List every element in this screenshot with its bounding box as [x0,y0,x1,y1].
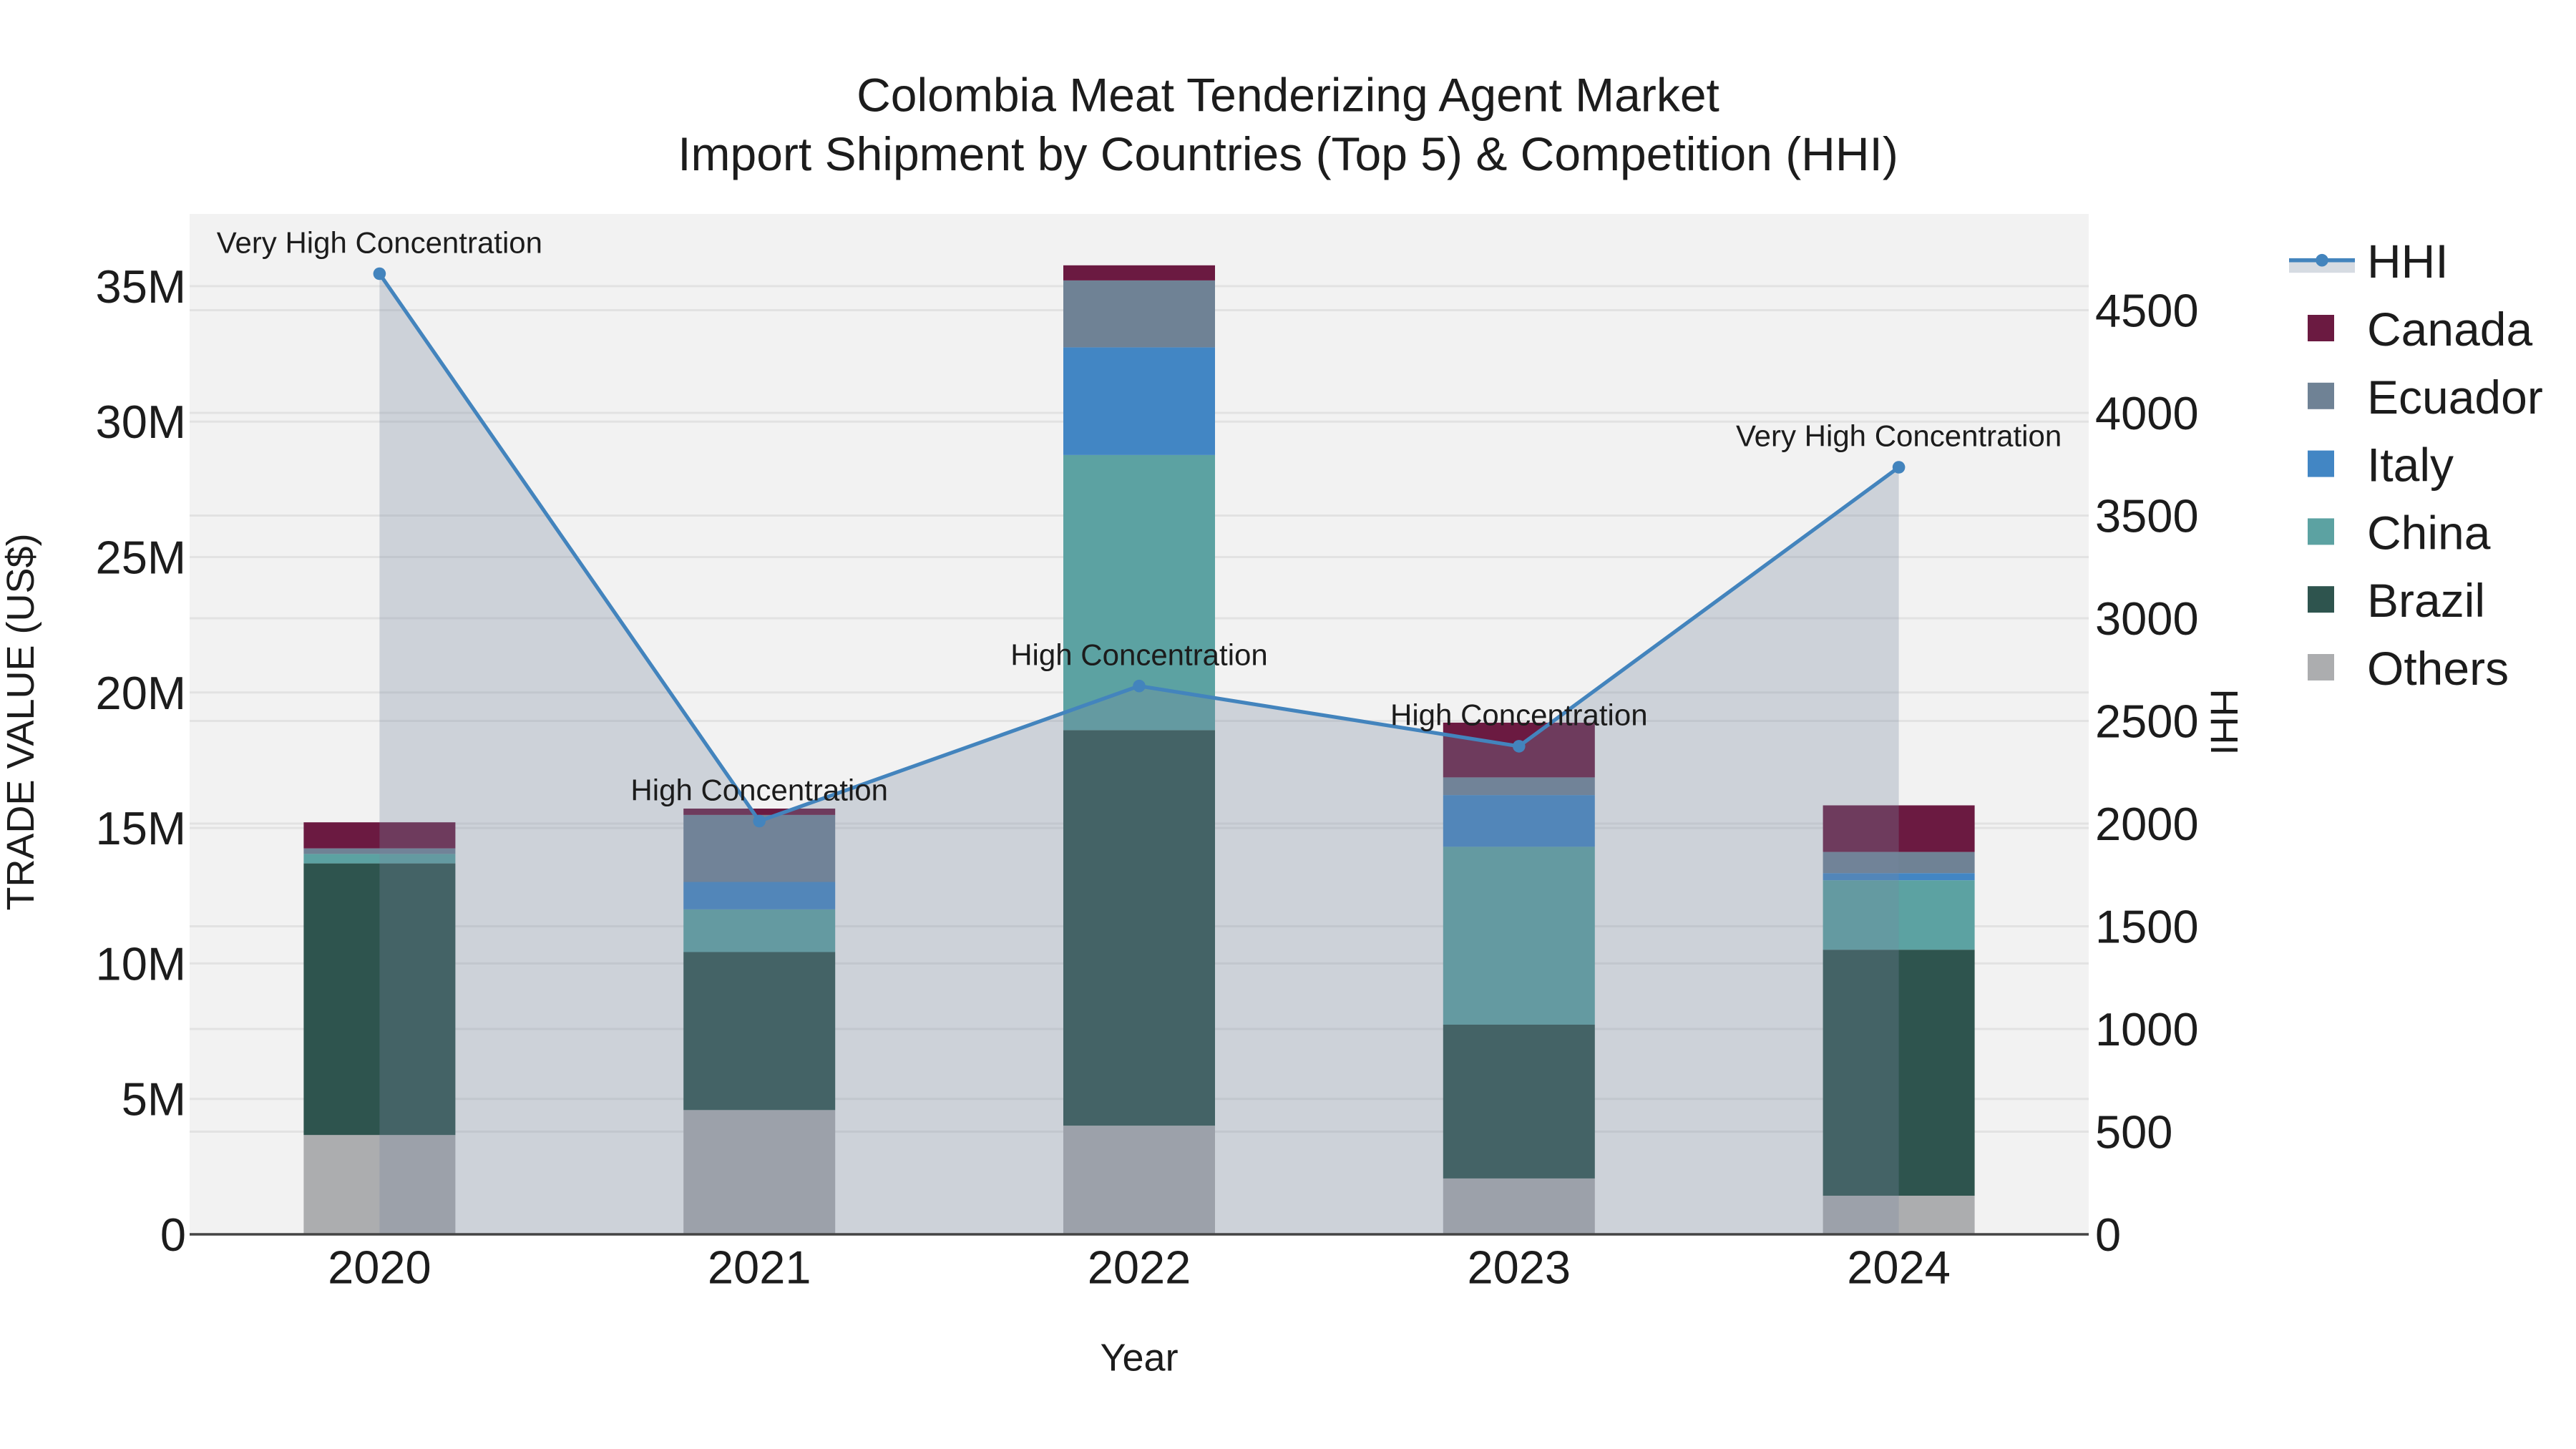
svg-text:2500: 2500 [2095,696,2199,748]
svg-text:High Concentration: High Concentration [1390,698,1648,732]
svg-text:Import Shipment by Countries (: Import Shipment by Countries (Top 5) & C… [678,127,1898,180]
svg-text:2020: 2020 [328,1241,431,1294]
svg-text:1500: 1500 [2095,901,2199,953]
svg-text:China: China [2367,506,2491,559]
svg-text:Colombia Meat Tenderizing Agen: Colombia Meat Tenderizing Agent Market [857,69,1719,122]
svg-text:500: 500 [2095,1106,2172,1158]
svg-text:30M: 30M [96,396,186,448]
svg-text:35M: 35M [96,260,186,313]
svg-text:25M: 25M [96,532,186,584]
svg-text:15M: 15M [96,802,186,854]
svg-text:3500: 3500 [2095,490,2199,542]
svg-text:High Concentration: High Concentration [630,774,888,807]
svg-text:2000: 2000 [2095,798,2199,850]
svg-text:20M: 20M [96,667,186,719]
svg-text:3000: 3000 [2095,592,2199,645]
svg-text:0: 0 [160,1209,186,1261]
svg-text:Others: Others [2367,642,2509,695]
svg-text:5M: 5M [122,1073,186,1126]
svg-text:2023: 2023 [1467,1241,1571,1294]
svg-text:10M: 10M [96,937,186,990]
svg-text:4000: 4000 [2095,387,2199,439]
svg-text:Very High Concentration: Very High Concentration [1736,419,2062,453]
svg-text:2021: 2021 [708,1241,811,1294]
svg-text:Canada: Canada [2367,303,2532,356]
svg-text:Year: Year [1100,1337,1178,1380]
svg-text:High Concentration: High Concentration [1010,638,1268,672]
svg-text:TRADE VALUE (US$): TRADE VALUE (US$) [0,533,42,910]
svg-text:HHI: HHI [2202,689,2245,756]
svg-text:2024: 2024 [1847,1241,1951,1294]
svg-text:1000: 1000 [2095,1003,2199,1055]
svg-text:Very High Concentration: Very High Concentration [217,226,542,260]
svg-text:Brazil: Brazil [2367,574,2485,627]
svg-text:Italy: Italy [2367,439,2454,492]
svg-text:HHI: HHI [2367,235,2449,288]
svg-text:2022: 2022 [1088,1241,1191,1294]
svg-text:4500: 4500 [2095,285,2199,337]
svg-text:Ecuador: Ecuador [2367,371,2543,424]
svg-text:0: 0 [2095,1209,2121,1261]
